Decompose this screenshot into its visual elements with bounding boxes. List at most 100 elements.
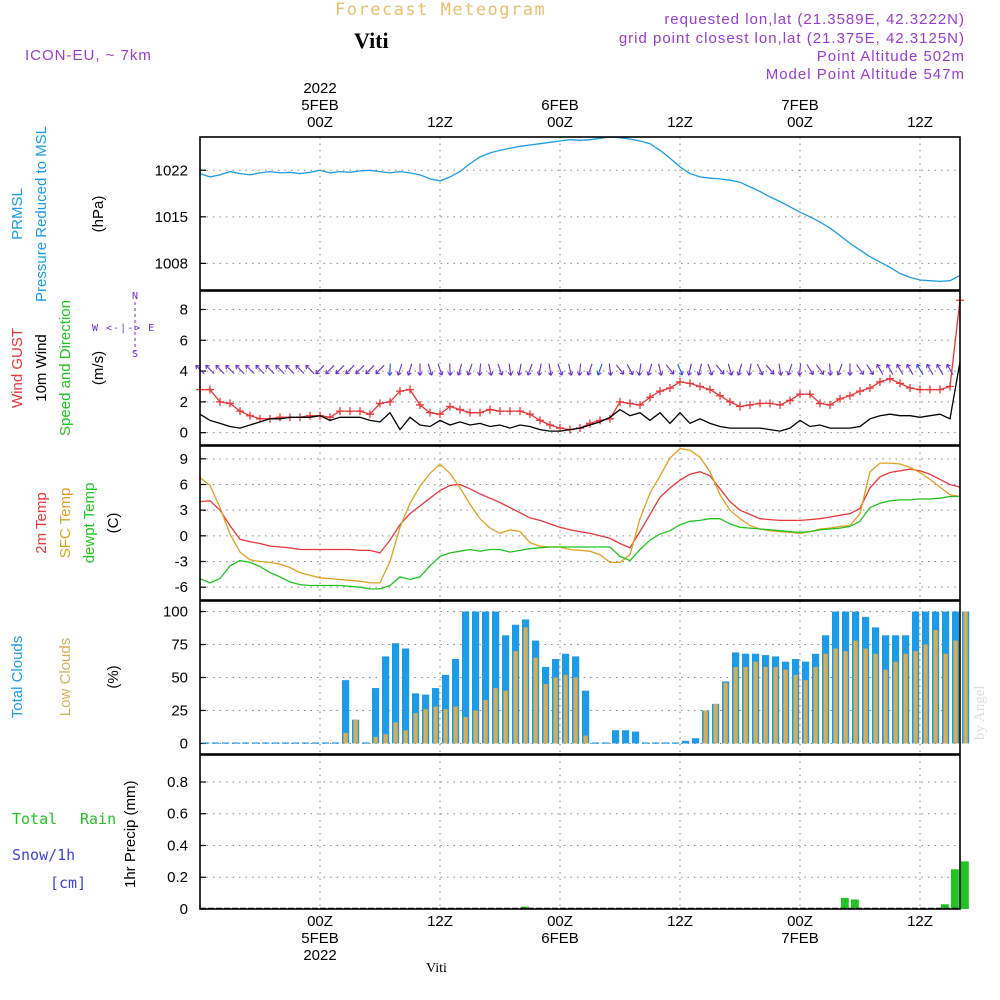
bottom-time-label-3-0: 12Z [667, 913, 693, 930]
wind-arrow-16 [355, 364, 365, 375]
temperature-ytick-label-3: 3 [180, 502, 188, 519]
rain-bar-75 [951, 869, 959, 909]
total-cloud-bar-6 [262, 742, 270, 744]
wind-arrow-27 [466, 363, 473, 376]
low-cloud-bar-65 [853, 640, 858, 744]
wind-arrow-66 [856, 364, 864, 376]
low-cloud-bar-64 [843, 651, 848, 744]
wind-arrow-63 [827, 363, 833, 376]
wind-arrow-73 [926, 363, 934, 375]
gust-marker-3 [226, 399, 234, 408]
wind-arrow-41 [607, 363, 614, 376]
wind-arrow-1 [205, 364, 215, 375]
header: Forecast Meteogram Viti ICON-EU, ~ 7km r… [25, 0, 988, 976]
total-cloud-bar-42 [622, 730, 630, 744]
top-time-label-4-1: 00Z [787, 114, 813, 131]
wind-arrow-6 [255, 364, 265, 375]
gust-marker-45 [646, 393, 654, 402]
requested-coords: requested lon,lat (21.3589E, 42.3222N) [664, 11, 965, 28]
wind-arrow-36 [557, 363, 564, 376]
station-title: Viti [354, 28, 389, 53]
bottom-time-label-4-0: 00Z [787, 913, 813, 930]
gust-marker-27 [466, 408, 474, 417]
low-cloud-bar-53 [733, 666, 738, 744]
wind-ytick-label-3: 6 [180, 332, 188, 349]
main-title: Forecast Meteogram [335, 0, 546, 20]
pressure-ytick-label-2: 1022 [155, 162, 188, 179]
low-cloud-bar-30 [503, 690, 508, 744]
wind-arrow-4 [235, 364, 245, 375]
gust-marker-55 [746, 400, 754, 409]
gust-marker-64 [836, 394, 844, 403]
total-cloud-bar-25 [452, 659, 460, 744]
bottom-time-label-1-0: 12Z [427, 913, 453, 930]
closest-coords: grid point closest lon,lat (21.375E, 42.… [619, 30, 965, 47]
bottom-time-label-4-1: 7FEB [781, 930, 819, 947]
low-cloud-bar-52 [723, 682, 728, 744]
precip-ytick-label-0: 0 [180, 901, 188, 918]
gust-marker-21 [406, 385, 414, 394]
gust-marker-60 [796, 390, 804, 399]
wind-arrow-10 [295, 364, 305, 375]
panel-wind: 0 2 4 6 8 N W <-|-> E S Wind GUST 10m Wind Speed a… [9, 290, 964, 446]
low-cloud-bar-71 [913, 651, 918, 744]
wind-arrow-13 [325, 364, 335, 375]
precip-labels: Total Rain Snow/1h [cm] 1hr Precip (mm) [12, 780, 139, 892]
gust-marker-35 [546, 420, 554, 429]
pressure-frame [199, 136, 961, 291]
gust-marker-39 [586, 419, 594, 428]
temperature-ytick-label-0: -6 [175, 579, 188, 596]
rain-bar-76 [961, 861, 969, 909]
wind-arrow-50 [696, 363, 703, 376]
wind-arrow-67 [866, 364, 874, 376]
temperature-ytick-label-2: 0 [180, 528, 188, 545]
top-time-label-0-2: 00Z [307, 114, 333, 131]
low-cloud-bar-76 [963, 611, 968, 744]
wind-arrow-29 [488, 363, 494, 376]
wind-arrow-44 [636, 363, 643, 376]
temperature-label-2: dewpt Temp [81, 483, 98, 564]
gust-marker-54 [736, 402, 744, 411]
wind-arrow-24 [437, 363, 444, 376]
watermark: by Angel [972, 685, 988, 740]
wind-arrow-60 [797, 363, 803, 376]
gust-marker-70 [896, 379, 904, 388]
precip-label-cm: [cm] [50, 874, 86, 892]
precip-frame [199, 754, 961, 910]
wind-arrow-28 [477, 363, 483, 376]
bottom-time-label-0-0: 00Z [307, 913, 333, 930]
wind-arrow-65 [847, 363, 853, 376]
clouds-ytick-label-2: 50 [171, 670, 188, 687]
wind-arrow-2 [215, 364, 225, 375]
wind-arrow-34 [536, 363, 543, 376]
total-cloud-bar-38 [582, 690, 590, 744]
low-cloud-bar-25 [453, 706, 458, 744]
pressure-label-1: Pressure Reduced to MSL [33, 126, 50, 302]
temperature-series-2m-temp [199, 468, 961, 554]
low-cloud-bar-66 [863, 648, 868, 744]
low-cloud-bar-62 [823, 653, 828, 744]
clouds-ytick-label-3: 75 [171, 637, 188, 654]
gust-marker-19 [386, 397, 394, 406]
compass-west-east: W <-|-> E [92, 323, 155, 334]
wind-arrow-45 [646, 363, 653, 376]
wind-arrow-33 [526, 363, 533, 376]
gust-marker-17 [366, 410, 374, 419]
total-cloud-bar-10 [302, 742, 310, 744]
wind-arrow-25 [447, 363, 453, 376]
temperature-ytick-label-5: 9 [180, 451, 188, 468]
compass-south: S [132, 349, 138, 360]
total-cloud-bar-4 [242, 742, 250, 744]
gust-marker-63 [826, 400, 834, 409]
gust-marker-56 [756, 399, 764, 408]
clouds-ytick-label-0: 0 [180, 735, 188, 752]
top-time-label-2-1: 00Z [547, 114, 573, 131]
wind-arrow-9 [285, 364, 295, 375]
precip-ytick-label-3: 0.6 [167, 806, 188, 823]
temperature-ytick-label-1: -3 [175, 554, 188, 571]
low-cloud-bar-68 [883, 669, 888, 744]
total-cloud-bar-40 [602, 742, 610, 744]
total-cloud-bar-44 [642, 742, 650, 744]
low-cloud-bar-37 [573, 677, 578, 744]
